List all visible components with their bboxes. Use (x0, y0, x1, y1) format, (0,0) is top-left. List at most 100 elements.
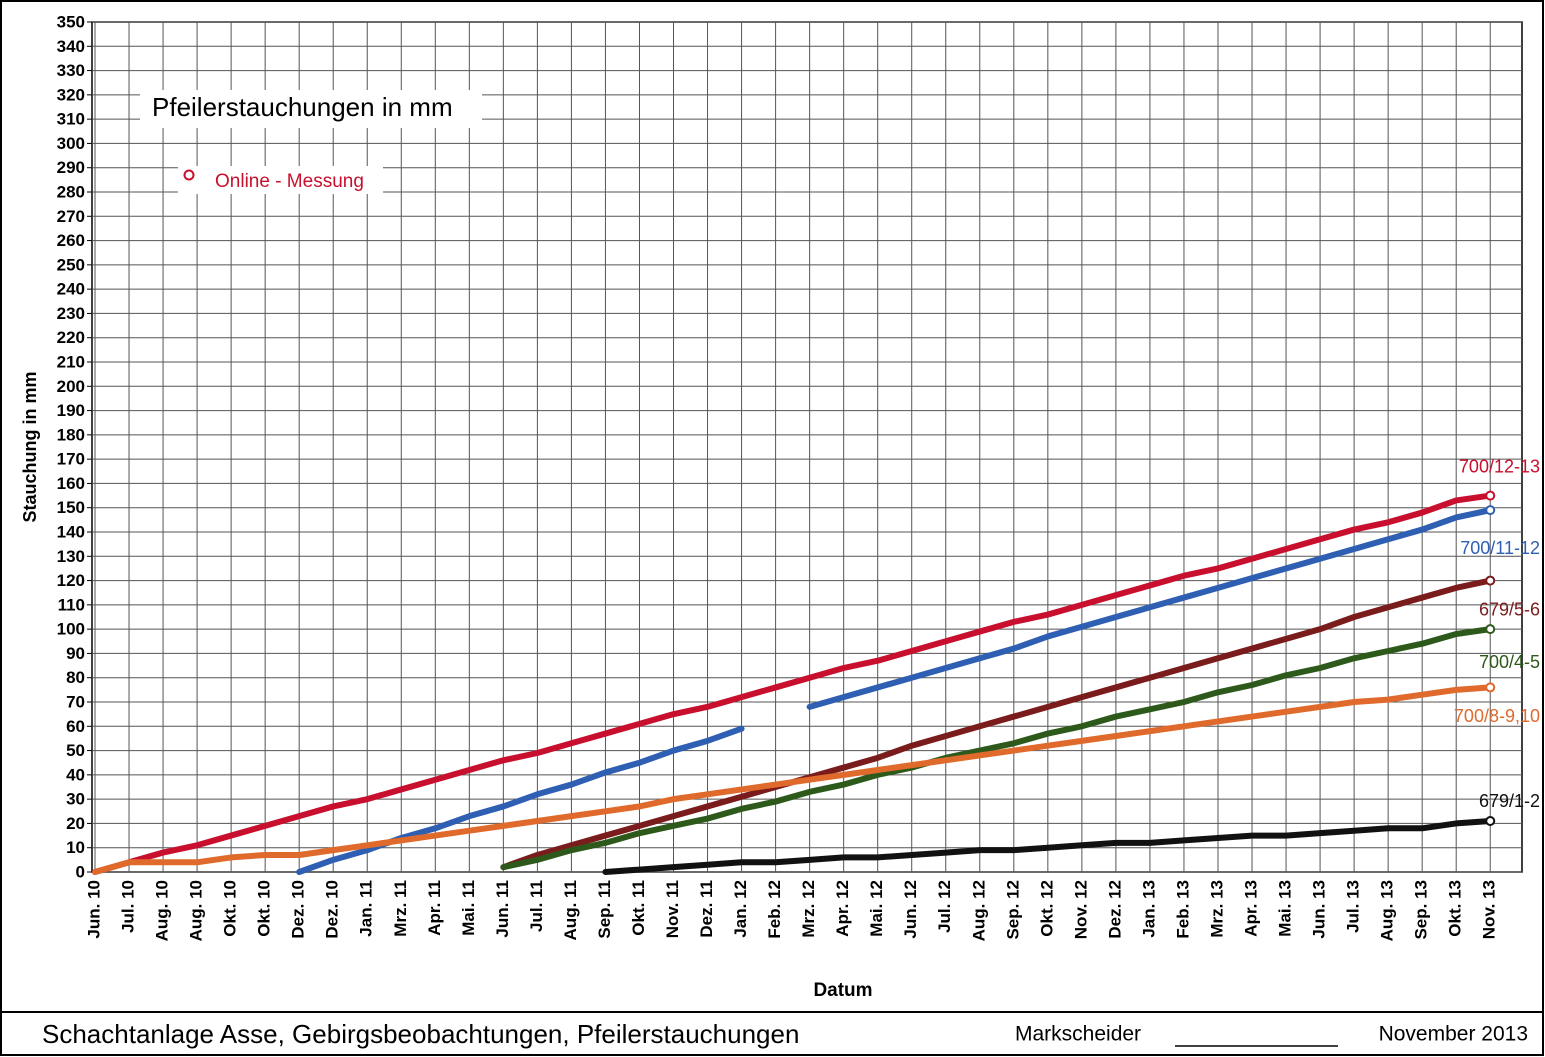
series-line (500, 626, 1494, 871)
x-tick-label: Aug. 12 (969, 880, 988, 941)
y-tick-label: 80 (66, 668, 85, 687)
y-tick-label: 40 (66, 765, 85, 784)
x-tick-label: Okt. 10 (255, 880, 274, 937)
series-line (602, 818, 1494, 875)
y-tick-label: 320 (57, 85, 85, 104)
x-tick-label: Nov. 13 (1480, 880, 1499, 939)
y-tick-label: 160 (57, 474, 85, 493)
y-tick-label: 270 (57, 207, 85, 226)
series-end-marker (1485, 490, 1496, 501)
x-tick-label: Aug. 10 (187, 880, 206, 941)
x-axis-label: Datum (813, 980, 872, 1001)
footer-signature: Markscheider (1015, 1023, 1141, 1046)
x-tick-label: Jan. 12 (731, 880, 750, 938)
y-tick-label: 60 (66, 717, 85, 736)
y-tick-label: 230 (57, 304, 85, 323)
y-tick-label: 250 (57, 255, 85, 274)
series-end-marker (1485, 575, 1496, 586)
x-tick-label: Dez. 12 (1105, 880, 1124, 939)
legend-box (178, 166, 383, 194)
y-tick-label: 110 (58, 595, 85, 614)
series-end-marker (1485, 505, 1496, 516)
plot: 700/12-13 700/11-12 679/5-6 700/4-5 700/8-9,… (92, 456, 1540, 875)
y-tick-label: 170 (57, 450, 85, 469)
x-tick-label: Jun. 10 (84, 880, 103, 939)
y-axis-label: Stauchung in mm (20, 371, 40, 522)
series-line (500, 577, 1494, 871)
y-tick-label: 30 (66, 790, 85, 809)
x-tick-label: Mai. 13 (1276, 880, 1295, 937)
y-tick-label: 120 (57, 571, 85, 590)
y-tick-label: 330 (57, 61, 85, 80)
x-tick-label: Nov. 12 (1071, 880, 1090, 939)
y-tick-label: 100 (57, 620, 85, 639)
x-tick-label: Apr. 12 (833, 880, 852, 937)
x-tick-label: Sep. 13 (1412, 880, 1431, 940)
chart-title: Pfeilerstauchungen in mm (152, 92, 453, 122)
y-tick-label: 90 (66, 644, 85, 663)
y-tick-label: 50 (66, 741, 85, 760)
series-label: 679/1-2 (1479, 791, 1540, 811)
series-label: 700/4-5 (1479, 652, 1540, 672)
y-tick-label: 310 (57, 110, 85, 129)
x-tick-label: Aug. 10 (153, 880, 172, 941)
x-tick-label: Jul. 13 (1344, 880, 1363, 933)
series-label: 700/8-9,10 (1454, 706, 1540, 726)
y-tick-label: 180 (57, 425, 85, 444)
series-label: 700/11-12 (1460, 538, 1540, 558)
grid: 0 10 20 30 40 50 60 70 80 90 100 110 120 130 140 150 160… (57, 12, 1523, 941)
title-box (140, 90, 482, 128)
x-tick-label: Jul. 12 (935, 880, 954, 933)
series-end-marker (1485, 682, 1496, 693)
x-tick-label: Dez. 10 (289, 880, 308, 939)
y-tick-label: 130 (57, 547, 85, 566)
footer-date: November 2013 (1379, 1023, 1528, 1046)
x-tick-label: Apr. 11 (425, 880, 444, 936)
x-tick-label: Mrz. 12 (799, 880, 818, 938)
x-tick-label: Aug. 13 (1378, 880, 1397, 941)
y-tick-label: 200 (57, 377, 85, 396)
x-tick-label: Mrz. 13 (1207, 880, 1226, 938)
x-tick-label: Jun. 13 (1310, 880, 1329, 939)
x-tick-label: Jun. 11 (493, 880, 512, 938)
legend-label: Online - Messung (215, 171, 364, 192)
x-tick-label: Feb. 12 (765, 880, 784, 939)
x-tick-label: Jul. 10 (119, 880, 138, 933)
x-tick-label: Jan. 11 (357, 880, 376, 937)
y-tick-label: 150 (57, 498, 85, 517)
y-tick-label: 340 (57, 37, 85, 56)
x-tick-label: Mai. 12 (867, 880, 886, 937)
series-line (92, 684, 1494, 875)
x-tick-label: Jul. 11 (527, 880, 546, 932)
x-tick-label: Apr. 13 (1242, 880, 1261, 937)
y-tick-label: 70 (66, 692, 85, 711)
y-tick-label: 350 (57, 12, 85, 31)
x-tick-label: Okt. 10 (221, 880, 240, 937)
x-tick-label: Okt. 13 (1446, 880, 1465, 937)
x-tick-label: Okt. 12 (1037, 880, 1056, 937)
y-tick-label: 240 (57, 280, 85, 299)
x-tick-label: Mai. 11 (459, 880, 478, 936)
series-label: 700/12-13 (1459, 456, 1540, 476)
y-tick-label: 0 (76, 862, 85, 881)
series-label: 679/5-6 (1479, 599, 1540, 619)
x-tick-label: Sep. 11 (595, 880, 614, 939)
y-tick-label: 140 (57, 522, 85, 541)
y-tick-label: 220 (57, 328, 85, 347)
y-tick-label: 300 (57, 134, 85, 153)
y-tick-label: 190 (57, 401, 85, 420)
y-tick-label: 290 (57, 158, 85, 177)
x-tick-label: Mrz. 11 (391, 880, 410, 937)
x-tick-label: Feb. 13 (1173, 880, 1192, 939)
y-tick-label: 210 (57, 352, 85, 371)
x-tick-label: Sep. 12 (1003, 880, 1022, 940)
y-tick-label: 10 (66, 838, 85, 857)
legend-marker (183, 169, 195, 181)
x-tick-label: Okt. 11 (629, 880, 648, 936)
x-tick-label: Jun. 12 (901, 880, 920, 939)
y-tick-label: 20 (66, 814, 85, 833)
x-tick-label: Jan. 13 (1139, 880, 1158, 938)
